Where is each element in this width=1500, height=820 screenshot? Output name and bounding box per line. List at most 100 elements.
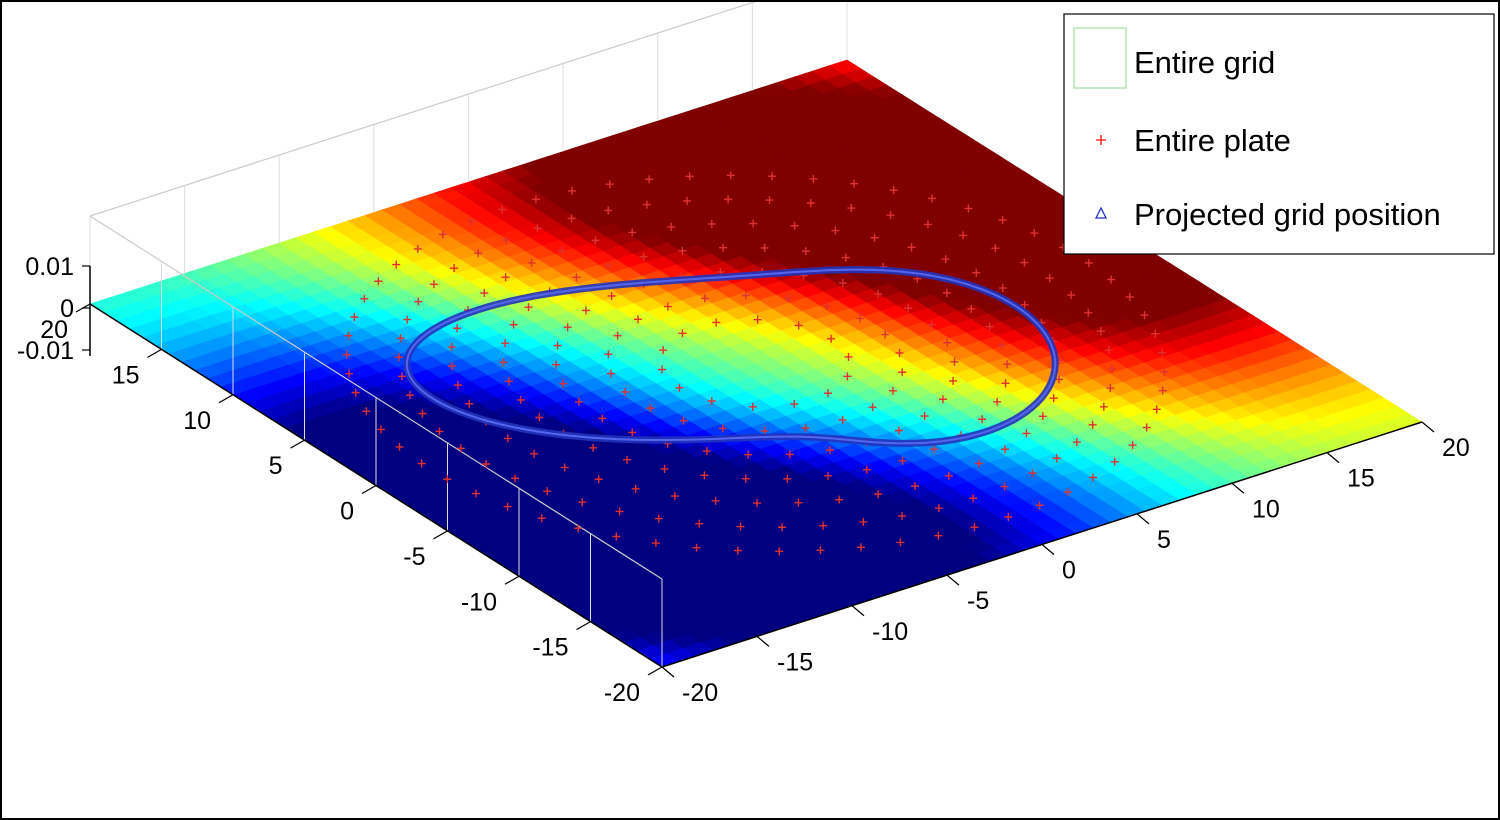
plate-point xyxy=(344,331,353,340)
x-tick-label: 0 xyxy=(1062,557,1076,585)
plate-point xyxy=(374,277,383,286)
plate-point xyxy=(1072,438,1081,447)
plate-point xyxy=(360,294,369,303)
plate-point xyxy=(824,389,833,398)
plate-point xyxy=(997,341,1006,350)
legend-item: Entire plate xyxy=(1096,123,1291,158)
plate-point xyxy=(628,228,637,237)
plate-point xyxy=(345,369,354,378)
plate-point xyxy=(835,495,844,504)
plate-point xyxy=(604,261,613,270)
plate-point xyxy=(886,211,895,220)
plate-point xyxy=(685,172,694,181)
plate-point xyxy=(1028,469,1037,478)
plate-point xyxy=(605,180,614,189)
plate-point xyxy=(467,217,476,226)
plate-point xyxy=(790,400,799,409)
x-tick-label: 5 xyxy=(1157,526,1171,554)
plate-point xyxy=(707,219,716,228)
plate-point xyxy=(645,175,654,184)
plate-point xyxy=(351,388,360,397)
plate-point xyxy=(604,206,613,215)
plate-point xyxy=(927,194,936,203)
x-tick-mark xyxy=(1041,544,1055,555)
plate-point xyxy=(930,445,939,454)
plate-point xyxy=(711,496,720,505)
plate-point xyxy=(1038,412,1047,421)
plate-point xyxy=(753,315,762,324)
x-tick-mark xyxy=(1136,513,1150,525)
plate-point xyxy=(741,474,750,483)
plate-point xyxy=(456,444,465,453)
plate-point xyxy=(702,447,711,456)
plate-point xyxy=(414,297,423,306)
plate-point xyxy=(1142,423,1151,432)
plate-point xyxy=(553,341,562,350)
plate-point xyxy=(898,368,907,377)
plate-point xyxy=(559,379,568,388)
plate-point xyxy=(760,243,769,252)
plate-point xyxy=(654,514,663,523)
plate-point xyxy=(859,517,868,526)
plate-point xyxy=(503,434,512,443)
plate-point xyxy=(790,221,799,230)
plate-point xyxy=(621,387,630,396)
plate-point xyxy=(362,407,371,416)
plate-point xyxy=(613,331,622,340)
plate-point xyxy=(785,450,794,459)
plate-point xyxy=(1063,488,1072,497)
plate-point xyxy=(1035,501,1044,510)
y-tick-label: -5 xyxy=(403,543,425,571)
plate-point xyxy=(801,424,810,433)
plate-point xyxy=(413,244,422,253)
plate-point xyxy=(651,539,660,548)
plate-point xyxy=(794,321,803,330)
plate-point xyxy=(856,314,865,323)
x-tick-mark xyxy=(946,574,960,586)
plate-point xyxy=(809,174,818,183)
plate-point xyxy=(678,246,687,255)
y-tick-label: 20 xyxy=(40,316,68,344)
plate-point xyxy=(1084,258,1093,267)
plate-point xyxy=(942,288,951,297)
plate-point xyxy=(700,471,709,480)
y-tick-mark xyxy=(290,439,305,449)
plate-point xyxy=(516,395,525,404)
x-tick-label: -5 xyxy=(967,587,989,615)
y-tick-label: 5 xyxy=(269,452,283,480)
legend-label: Entire grid xyxy=(1134,45,1275,80)
plate-point xyxy=(683,196,692,205)
plate-point xyxy=(607,291,616,300)
plate-point xyxy=(633,315,642,324)
plate-point xyxy=(1003,360,1012,369)
plate-point xyxy=(920,412,929,421)
x-tick-label: 20 xyxy=(1442,434,1470,462)
plate-point xyxy=(841,253,850,262)
plate-point xyxy=(658,365,667,374)
plate-point xyxy=(847,204,856,213)
x-tick-label: -20 xyxy=(682,679,718,707)
plate-point xyxy=(659,346,668,355)
plate-point xyxy=(1096,327,1105,336)
plate-point xyxy=(749,219,758,228)
plate-point xyxy=(1152,405,1161,414)
plate-point xyxy=(480,288,489,297)
plate-point xyxy=(581,306,590,315)
plate-point xyxy=(663,302,672,311)
plate-point xyxy=(741,291,750,300)
plate-point xyxy=(888,386,897,395)
plate-point xyxy=(435,427,444,436)
plate-point xyxy=(934,531,943,540)
plate-point xyxy=(574,524,583,533)
axes: -20 -15 -10 -5 0 5 10 15 20 -20 -15 -10 -5 0 5 10 15 20 0.… xyxy=(17,253,1470,707)
plate-point xyxy=(949,376,958,385)
plate-point xyxy=(923,220,932,229)
plate-point xyxy=(993,397,1002,406)
plate-point xyxy=(524,303,533,312)
plate-point xyxy=(1104,346,1113,355)
plate-point xyxy=(768,172,777,181)
plate-point xyxy=(1128,441,1137,450)
legend-swatch-triangle xyxy=(1094,206,1108,219)
plate-point xyxy=(501,339,510,348)
